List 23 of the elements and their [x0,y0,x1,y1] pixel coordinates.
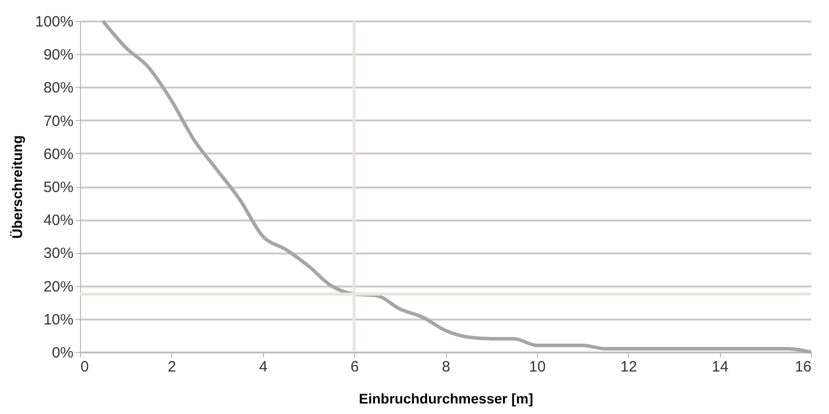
x-tick-label: 6 [350,358,359,376]
x-tick-label: 2 [168,358,176,376]
y-tick-label: 70% [43,112,74,130]
y-tick-label: 100% [35,14,74,30]
y-tick-label: 20% [43,278,74,296]
y-tick-label: 40% [43,212,74,230]
y-axis-title: Überschreitung [9,135,26,239]
x-tick-label: 12 [620,358,638,376]
y-tick-label: 30% [43,245,74,262]
x-tick-label: 16 [794,358,812,376]
x-tick-label: 10 [529,358,546,376]
y-tick-label: 90% [43,46,74,64]
y-tick-label: 50% [43,179,74,196]
x-tick-label: 4 [259,358,268,376]
y-tick-label: 80% [43,80,74,97]
x-tick-label: 14 [712,358,728,376]
y-tick-label: 10% [43,311,74,328]
y-tick-label: 60% [43,146,74,163]
x-tick-label: 8 [442,358,450,376]
x-axis-title: Einbruchdurchmesser [m] [358,390,534,406]
line-series [101,19,813,354]
x-tick-label: 0 [80,358,89,376]
y-tick-label: 0% [52,344,74,362]
